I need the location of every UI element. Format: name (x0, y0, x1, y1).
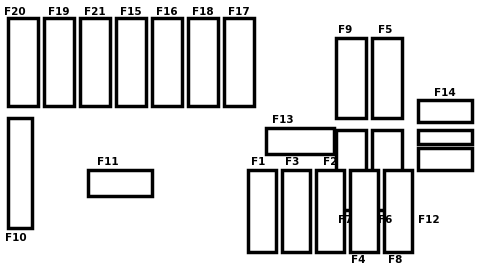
Text: F9: F9 (338, 25, 352, 35)
Bar (336, 38, 366, 118)
Bar (116, 18, 146, 106)
Bar (418, 148, 472, 170)
Text: F14: F14 (434, 88, 456, 98)
Text: F6: F6 (378, 215, 392, 225)
Bar (248, 170, 276, 252)
Text: F17: F17 (228, 7, 250, 17)
Text: F1: F1 (251, 157, 265, 167)
Text: F15: F15 (120, 7, 142, 17)
Text: F12: F12 (418, 215, 440, 225)
Text: F13: F13 (272, 115, 294, 125)
Text: F4: F4 (351, 255, 365, 265)
Text: F21: F21 (84, 7, 106, 17)
Text: F11: F11 (97, 157, 119, 167)
Text: F16: F16 (156, 7, 178, 17)
Bar (266, 128, 334, 154)
Text: F18: F18 (192, 7, 214, 17)
Bar (44, 18, 74, 106)
Text: F2: F2 (323, 157, 337, 167)
Text: F7: F7 (338, 215, 352, 225)
Text: F19: F19 (48, 7, 70, 17)
Bar (350, 170, 378, 252)
Bar (188, 18, 218, 106)
Bar (418, 130, 472, 144)
Bar (372, 38, 402, 118)
Bar (88, 170, 152, 196)
Bar (80, 18, 110, 106)
Bar (8, 18, 38, 106)
Text: F20: F20 (4, 7, 26, 17)
Bar (282, 170, 310, 252)
Bar (372, 130, 402, 210)
Bar (384, 170, 412, 252)
Bar (152, 18, 182, 106)
Bar (418, 100, 472, 122)
Bar (336, 130, 366, 210)
Text: F3: F3 (285, 157, 299, 167)
Bar (316, 170, 344, 252)
Bar (8, 118, 32, 228)
Text: F5: F5 (378, 25, 392, 35)
Text: F8: F8 (388, 255, 402, 265)
Text: F10: F10 (5, 233, 27, 243)
Bar (224, 18, 254, 106)
